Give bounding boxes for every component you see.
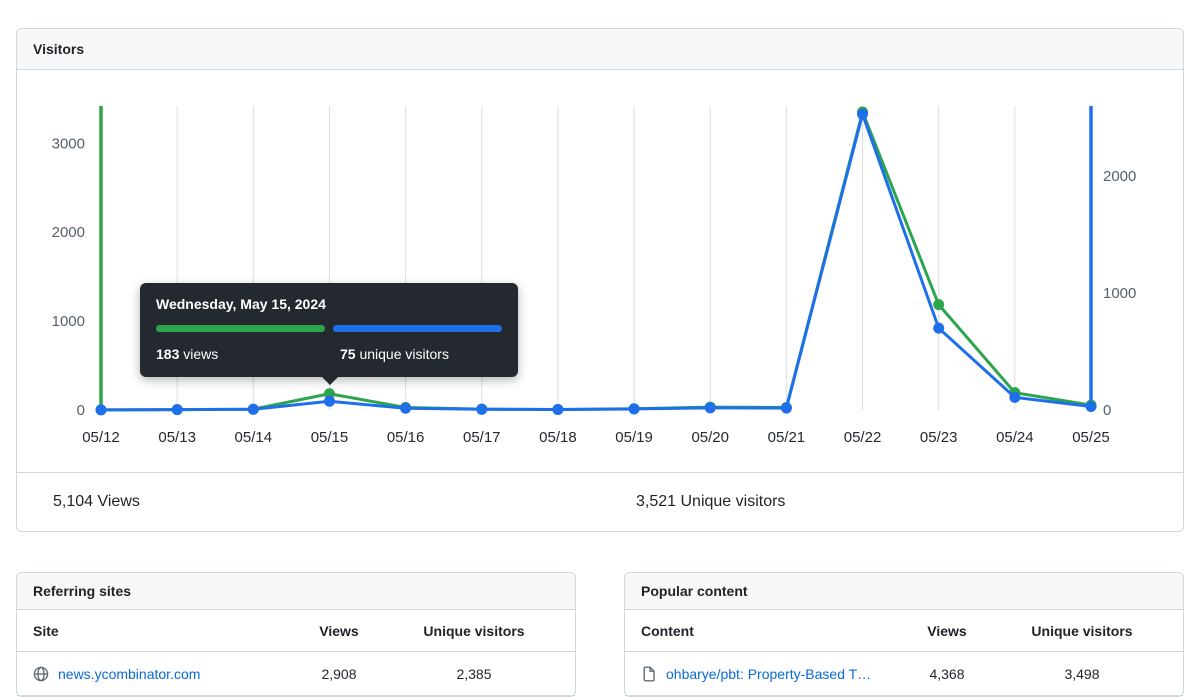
svg-text:0: 0 — [1103, 402, 1111, 419]
content-unique-value: 3,498 — [1064, 665, 1100, 682]
svg-text:05/12: 05/12 — [82, 429, 120, 446]
site-unique-value: 2,385 — [456, 665, 492, 682]
views-total: 5,104 Views — [53, 493, 140, 510]
svg-text:05/21: 05/21 — [768, 429, 806, 446]
svg-text:1000: 1000 — [52, 313, 85, 330]
bottom-panels: Referring sites Site Views Unique visito… — [16, 572, 1184, 697]
referring-sites-title: Referring sites — [17, 573, 575, 610]
site-views-value: 2,908 — [321, 665, 357, 682]
table-row: news.ycombinator.com 2,908 2,385 — [17, 652, 575, 696]
referring-site-link[interactable]: news.ycombinator.com — [58, 665, 201, 682]
svg-text:05/20: 05/20 — [691, 429, 729, 446]
svg-text:05/25: 05/25 — [1072, 429, 1110, 446]
referring-sites-panel: Referring sites Site Views Unique visito… — [16, 572, 576, 697]
svg-text:05/19: 05/19 — [615, 429, 653, 446]
tooltip-values: 183 views 75 unique visitors — [156, 346, 502, 362]
svg-text:3000: 3000 — [52, 135, 85, 152]
column-content: Content — [641, 622, 694, 639]
svg-text:1000: 1000 — [1103, 285, 1136, 302]
unique-legend-bar — [333, 325, 502, 332]
file-icon — [641, 666, 657, 682]
column-views: Views — [319, 622, 359, 639]
table-row: ohbarye/pbt: Property-Based T… 4,368 3,4… — [625, 652, 1183, 696]
column-site: Site — [33, 622, 59, 639]
tooltip-date: Wednesday, May 15, 2024 — [156, 296, 326, 312]
popular-content-header-row: Content Views Unique visitors — [625, 610, 1183, 652]
tooltip-views: 183 views — [156, 346, 219, 362]
visitors-chart[interactable]: 0 1000 2000 3000 0 1000 2000 05/12 05/13 05/14 05/… — [17, 100, 1183, 450]
column-unique-visitors: Unique visitors — [1031, 622, 1133, 639]
visitors-chart-area: 0 1000 2000 3000 0 1000 2000 05/12 05/13 05/14 05/… — [17, 70, 1183, 472]
svg-text:0: 0 — [77, 402, 85, 419]
tooltip-unique: 75 unique visitors — [340, 346, 449, 362]
column-views: Views — [927, 622, 967, 639]
tooltip-legend — [156, 325, 502, 332]
svg-text:05/16: 05/16 — [387, 429, 425, 446]
visitors-panel: Visitors 0 1000 2000 3000 0 1000 2000 05/12 05/1… — [16, 28, 1184, 532]
svg-text:05/22: 05/22 — [844, 429, 882, 446]
svg-text:05/17: 05/17 — [463, 429, 501, 446]
visitors-summary: 5,104 Views 3,521 Unique visitors — [17, 472, 1183, 531]
svg-text:05/24: 05/24 — [996, 429, 1034, 446]
svg-text:2000: 2000 — [52, 224, 85, 241]
popular-content-title: Popular content — [625, 573, 1183, 610]
svg-text:05/18: 05/18 — [539, 429, 577, 446]
svg-text:05/15: 05/15 — [311, 429, 349, 446]
popular-content-panel: Popular content Content Views Unique vis… — [624, 572, 1184, 697]
unique-visitors-total: 3,521 Unique visitors — [636, 493, 786, 510]
chart-tooltip: Wednesday, May 15, 2024 183 views 75 uni… — [140, 283, 518, 385]
popular-content-link[interactable]: ohbarye/pbt: Property-Based T… — [666, 665, 872, 682]
svg-text:05/14: 05/14 — [235, 429, 273, 446]
views-legend-bar — [156, 325, 325, 332]
svg-text:05/13: 05/13 — [158, 429, 196, 446]
visitors-panel-title: Visitors — [17, 29, 1183, 70]
referring-sites-header-row: Site Views Unique visitors — [17, 610, 575, 652]
content-views-value: 4,368 — [929, 665, 965, 682]
column-unique-visitors: Unique visitors — [423, 622, 525, 639]
svg-text:05/23: 05/23 — [920, 429, 958, 446]
svg-text:2000: 2000 — [1103, 168, 1136, 185]
globe-icon — [33, 666, 49, 682]
